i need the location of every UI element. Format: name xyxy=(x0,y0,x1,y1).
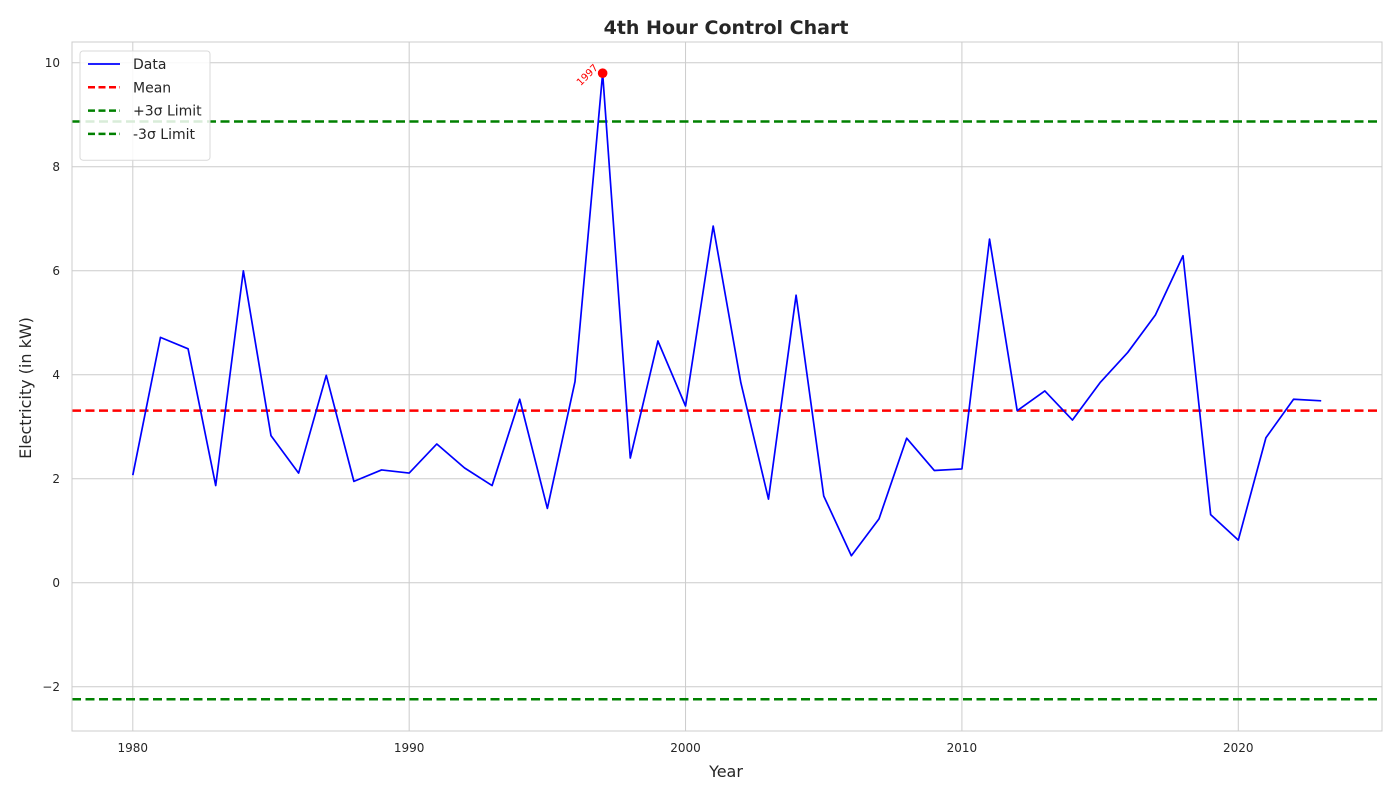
y-tick-label: 10 xyxy=(45,56,60,70)
y-tick-label: 2 xyxy=(52,472,60,486)
legend-entry-label: -3σ Limit xyxy=(133,127,195,143)
outlier-point xyxy=(597,68,608,78)
chart-title: 4th Hour Control Chart xyxy=(604,17,849,39)
x-tick-label: 1980 xyxy=(118,741,149,755)
x-axis-label: Year xyxy=(708,762,743,781)
outlier-label: 1997 xyxy=(575,63,601,89)
tick-labels: 1980 1990 2000 2010 2020 −2 0 2 4 6 8 10 xyxy=(42,56,1253,755)
legend-entry-label: +3σ Limit xyxy=(133,104,202,120)
legend-entry-label: Data xyxy=(133,57,166,73)
outlier-markers: 1997 xyxy=(575,63,608,89)
legend: Data Mean +3σ Limit -3σ Limit xyxy=(79,50,211,161)
y-tick-label: 0 xyxy=(52,576,60,590)
series-layer xyxy=(131,72,1322,557)
x-tick-label: 2000 xyxy=(670,741,701,755)
y-tick-label: 4 xyxy=(52,368,60,382)
legend-entry-label: Mean xyxy=(133,80,171,96)
x-tick-label: 1990 xyxy=(394,741,425,755)
grid-layer xyxy=(72,42,1382,731)
limit-lines xyxy=(72,120,1382,701)
y-tick-label: −2 xyxy=(42,680,60,694)
data-series-line xyxy=(131,72,1322,557)
x-tick-label: 2020 xyxy=(1223,741,1254,755)
y-axis-label: Electricity (in kW) xyxy=(16,317,35,459)
x-tick-label: 2010 xyxy=(947,741,978,755)
plot-frame xyxy=(71,41,1383,732)
y-tick-label: 6 xyxy=(52,264,60,278)
y-tick-label: 8 xyxy=(52,160,60,174)
